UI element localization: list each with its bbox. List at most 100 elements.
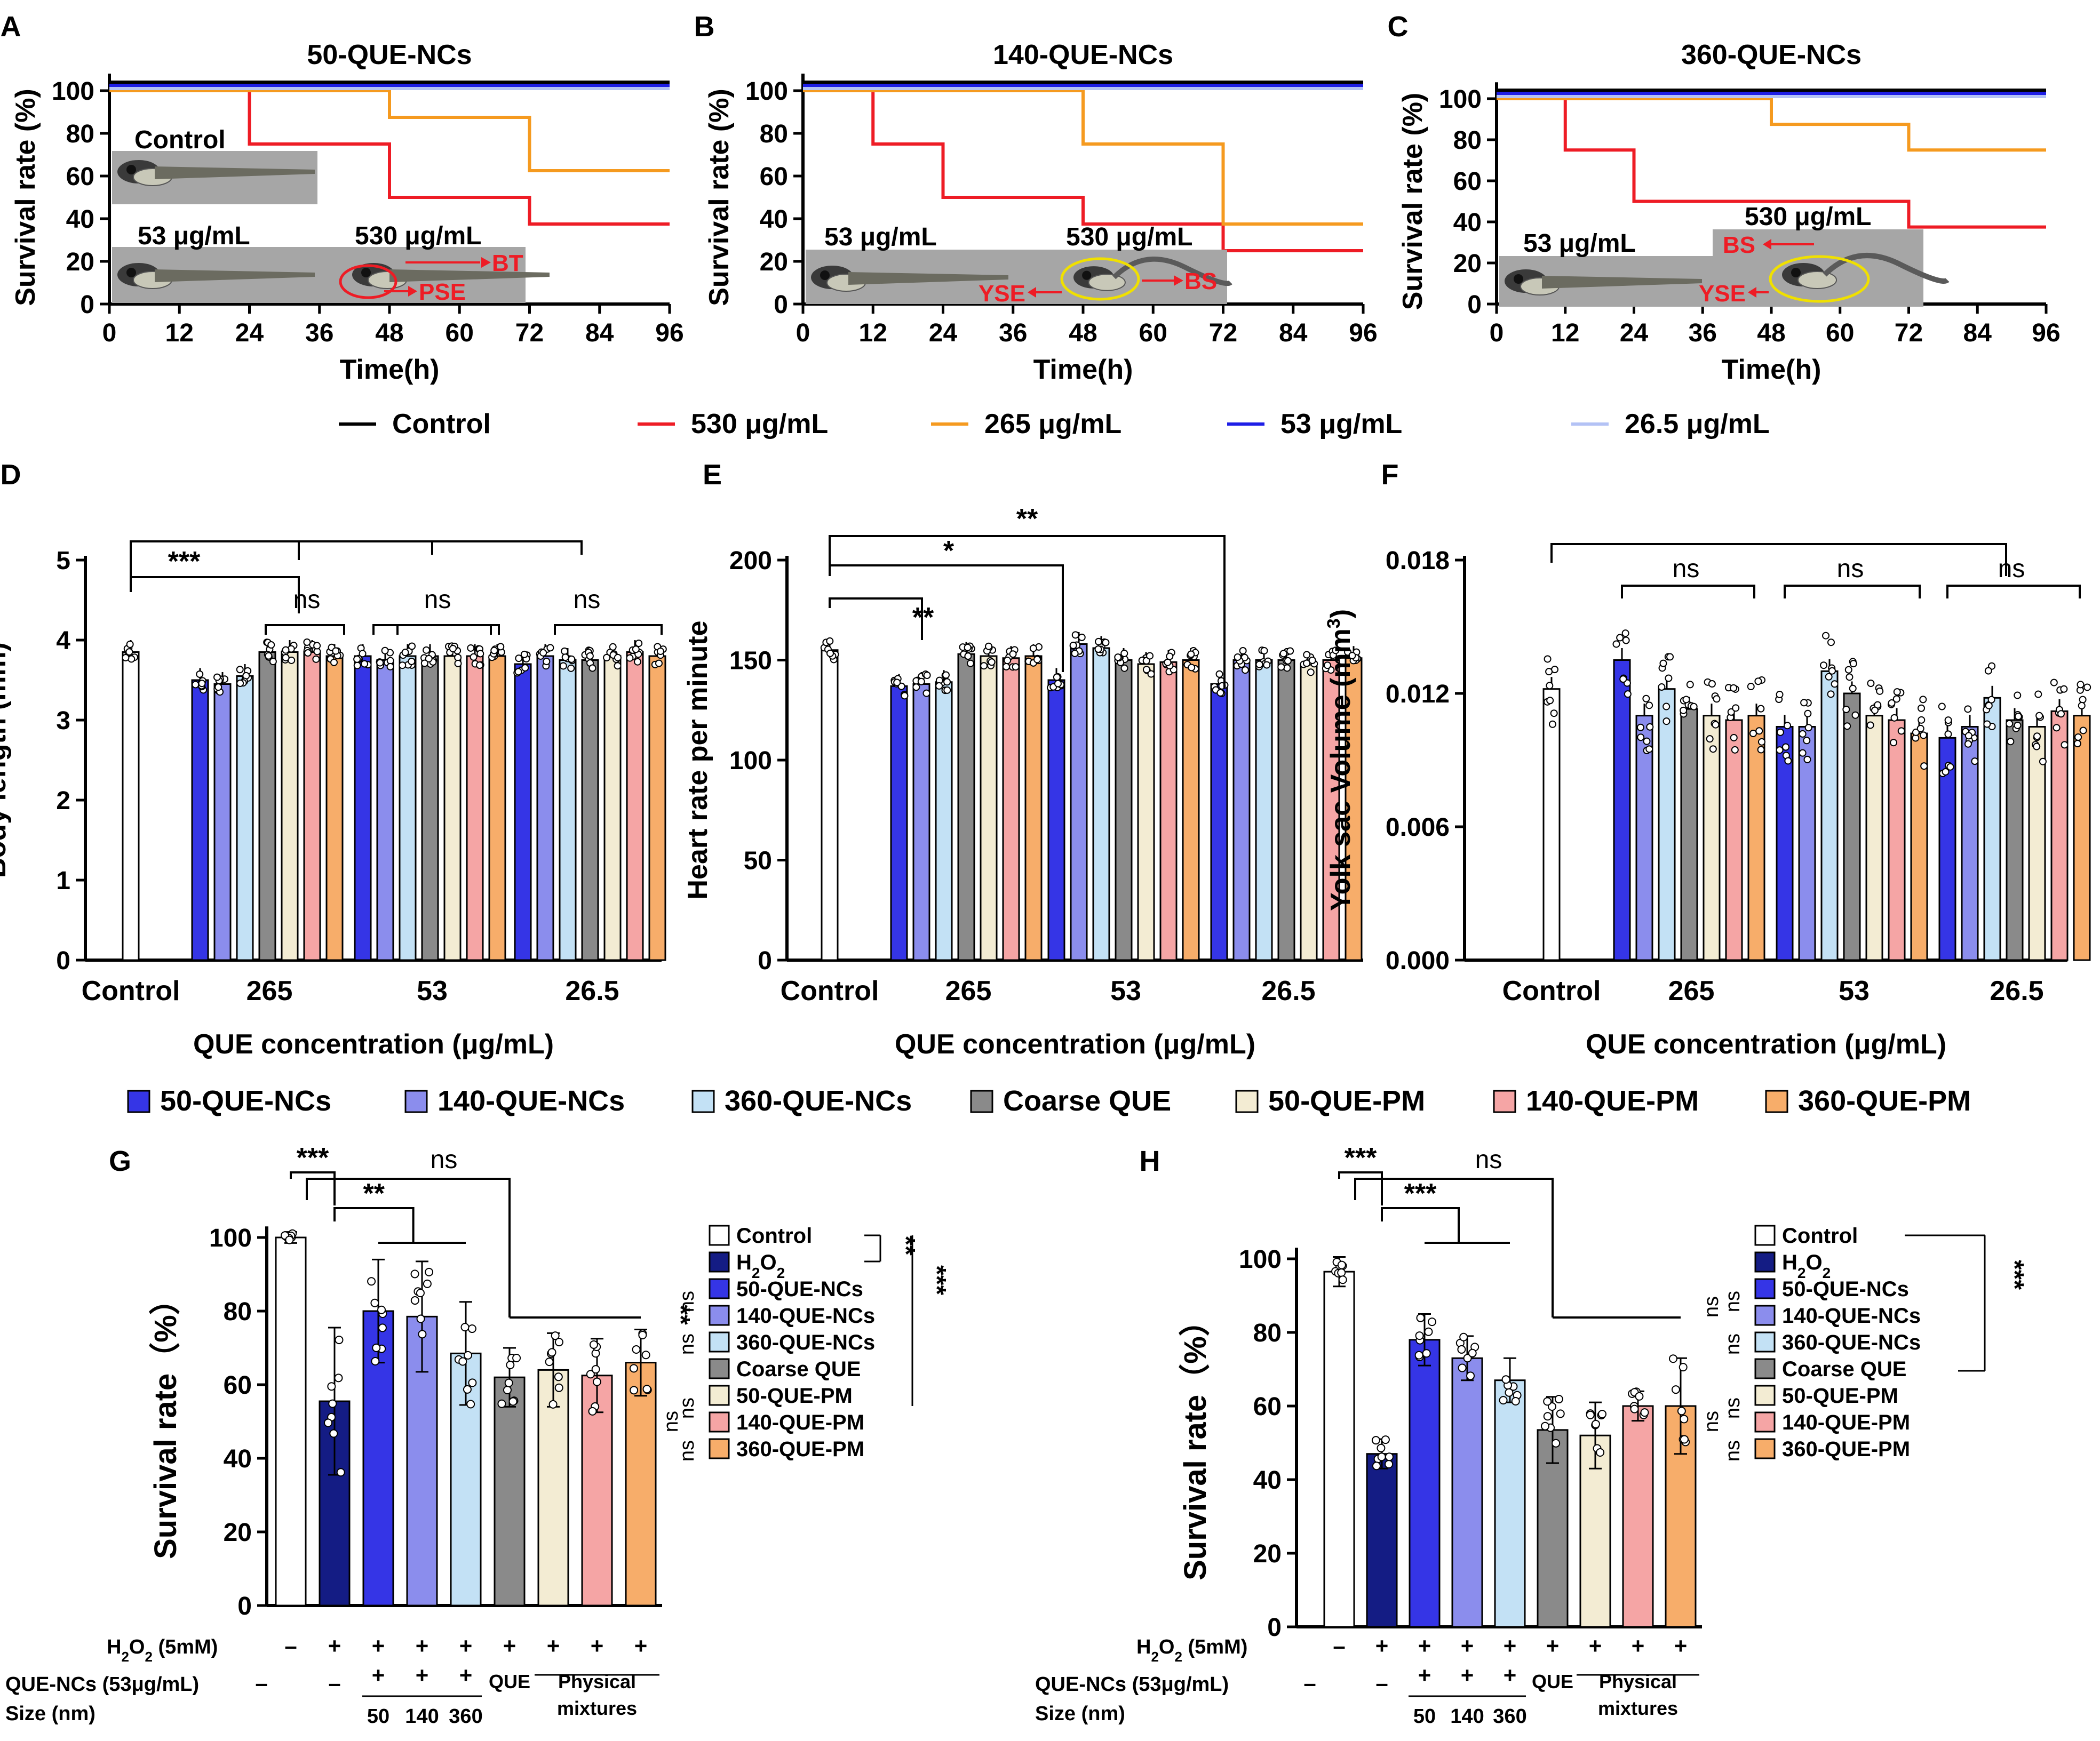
- row2-cell: QUE: [489, 1671, 530, 1692]
- x-tick-label: 36: [999, 319, 1027, 347]
- data-point: [901, 692, 909, 700]
- data-point: [629, 1364, 638, 1373]
- data-point: [408, 642, 416, 650]
- data-point: [1540, 1421, 1549, 1431]
- legend-swatch: [1754, 1305, 1776, 1326]
- row1-cell: +: [1674, 1633, 1688, 1658]
- data-point: [497, 643, 505, 651]
- zebrafish-image: [811, 266, 1008, 292]
- data-point: [1550, 709, 1558, 717]
- sig-bracket: [333, 1207, 415, 1221]
- data-bar: [443, 655, 462, 961]
- data-point: [1142, 666, 1150, 674]
- x-tick-label: 24: [235, 319, 264, 347]
- y-tick-label: 200: [729, 547, 772, 575]
- yse-ellipse: [1060, 257, 1140, 301]
- y-axis-label: Survival rate（%）: [1178, 1305, 1213, 1580]
- data-point: [586, 652, 594, 660]
- fish-tail: [848, 272, 1008, 285]
- row1-cell: +: [416, 1633, 429, 1658]
- row1-cell: +: [459, 1633, 473, 1658]
- data-point: [285, 1235, 294, 1244]
- data-point: [1458, 1363, 1467, 1372]
- data-point: [2014, 691, 2022, 699]
- data-point: [1624, 690, 1632, 698]
- data-bar: [537, 1369, 569, 1607]
- legend-swatch: [127, 1090, 150, 1113]
- row-label: Size (nm): [1035, 1703, 1125, 1725]
- data-point: [2014, 713, 2022, 721]
- data-point: [420, 659, 428, 667]
- data-point: [1556, 1409, 1565, 1418]
- group-label: Control: [82, 976, 180, 1007]
- legend-swatch: [1754, 1278, 1776, 1299]
- data-point: [1690, 702, 1698, 710]
- data-point: [630, 1386, 639, 1395]
- panel-letter: A: [1, 11, 21, 43]
- row1-cell: +: [1375, 1633, 1389, 1658]
- data-bar: [1494, 1379, 1526, 1628]
- data-point: [1677, 1407, 1686, 1416]
- y-tick-label: 40: [1453, 209, 1482, 237]
- data-point: [1888, 699, 1896, 707]
- data-point: [1630, 1404, 1639, 1413]
- x-axis-label: Time(h): [340, 354, 440, 385]
- row1-cell: +: [1546, 1633, 1560, 1658]
- zebrafish-image: [1505, 269, 1702, 296]
- photo-label: 530 μg/mL: [355, 222, 481, 250]
- data-point: [1308, 656, 1316, 664]
- fish-eye: [126, 165, 136, 174]
- legend-swatch: [709, 1411, 730, 1433]
- x-tick-label: 84: [1279, 319, 1308, 347]
- y-tick-label: 0: [56, 947, 70, 975]
- data-point: [655, 659, 663, 667]
- data-point: [548, 1400, 558, 1409]
- survival-curve: [1497, 97, 2046, 229]
- x-tick-label: 84: [585, 319, 614, 347]
- legend-label: 360-QUE-PM: [1798, 1085, 1971, 1117]
- data-point: [1804, 709, 1812, 717]
- data-point: [614, 653, 622, 661]
- sub: 2: [752, 1265, 760, 1281]
- data-bar: [514, 663, 532, 961]
- data-point: [1892, 695, 1900, 703]
- data-point: [399, 661, 407, 669]
- group-label: 53: [1839, 976, 1870, 1007]
- row2-cell: QUE: [1532, 1671, 1573, 1692]
- data-bar: [1725, 719, 1743, 961]
- sig-bracket: [1381, 1207, 1460, 1221]
- data-bar: [2050, 710, 2069, 961]
- data-bar: [1747, 715, 1765, 961]
- data-point: [1706, 735, 1714, 743]
- sig-bracket: [554, 624, 663, 635]
- y-tick-label: 100: [745, 77, 788, 106]
- y-tick-label: 0.000: [1386, 947, 1450, 975]
- data-point: [512, 1354, 521, 1363]
- group-label: Control: [1502, 976, 1601, 1007]
- photo-label: Control: [134, 126, 226, 154]
- data-point: [1849, 684, 1857, 692]
- x-tick-label: 24: [929, 319, 958, 347]
- x-tick-label: 60: [1826, 319, 1854, 347]
- data-point: [1505, 1388, 1514, 1397]
- data-point: [1546, 682, 1554, 690]
- data-point: [1983, 720, 1991, 728]
- row2-cell: –: [1303, 1671, 1316, 1696]
- y-label-sup: 3: [1324, 618, 1344, 628]
- data-point: [1637, 733, 1645, 741]
- data-point: [367, 1277, 376, 1286]
- legend-label: 50-QUE-PM: [736, 1384, 853, 1408]
- data-point: [2053, 724, 2061, 732]
- data-point: [1713, 695, 1721, 703]
- legend-label: 360-QUE-NCs: [725, 1085, 912, 1117]
- data-bar: [303, 651, 321, 961]
- data-point: [826, 649, 834, 657]
- row3-cell: 360: [1493, 1705, 1526, 1728]
- data-point: [418, 1330, 427, 1339]
- sig-label: ns: [1475, 1146, 1502, 1174]
- survival-curve: [1497, 97, 2046, 152]
- data-point: [1659, 659, 1667, 667]
- sub: 2: [1174, 1649, 1182, 1665]
- data-point: [1324, 661, 1332, 669]
